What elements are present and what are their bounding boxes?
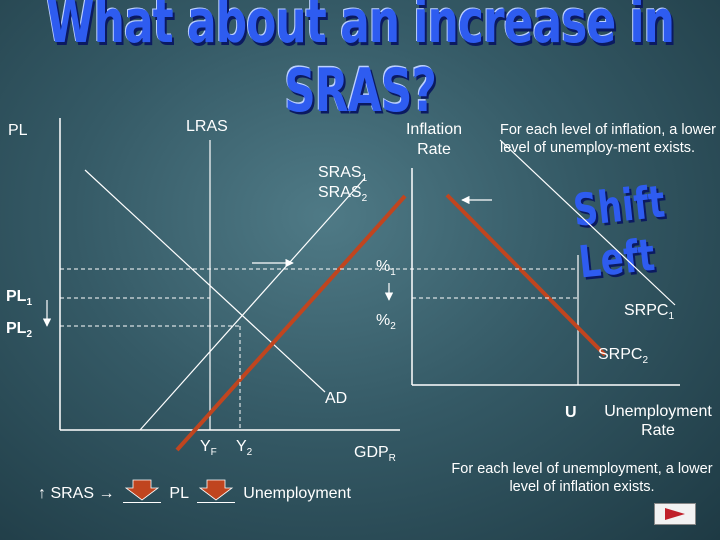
unemployment-blank [196, 479, 235, 503]
pl1-label: PL1 [6, 288, 32, 308]
pl-blank [122, 479, 161, 503]
pct1-sub: 1 [390, 267, 396, 279]
right-y-axis-label: Inflation Rate [405, 121, 463, 158]
sras1-label: SRAS1 [318, 164, 367, 184]
pct1-text: % [376, 258, 391, 275]
srpc2-text: SRPC [598, 346, 643, 363]
lras-label: LRAS [186, 118, 228, 135]
srpc2-curve [445, 193, 607, 357]
down-arrow-icon [124, 479, 160, 501]
pl1-text: PL [6, 288, 27, 305]
chain-unemployment: Unemployment [243, 485, 351, 502]
sras2-curve [175, 194, 407, 452]
up-arrow-icon: ↑ [38, 485, 46, 502]
note-top: For each level of inflation, a lower lev… [500, 122, 716, 156]
yf-label: YF [200, 438, 217, 458]
pl2-sub: 2 [26, 329, 33, 341]
right-arrow-icon: → [98, 485, 115, 502]
pl1-sub: 1 [26, 297, 33, 309]
sras1-sub: 1 [361, 173, 368, 185]
pct2-label: %2 [376, 312, 396, 332]
down-arrow-icon [198, 479, 234, 501]
yf-text: Y [200, 438, 211, 455]
left-x-axis-label: GDPR [354, 444, 396, 464]
next-arrow-icon [665, 508, 685, 520]
sras2-label: SRAS2 [318, 184, 367, 204]
ad-label: AD [325, 390, 348, 407]
y2-text: Y [236, 438, 247, 455]
u-label: U [565, 404, 577, 421]
y2-label: Y2 [236, 438, 252, 458]
pct1-label: %1 [376, 258, 396, 278]
sras2-sub: 2 [361, 193, 368, 205]
sras2-text: SRAS [318, 184, 362, 201]
srpc1-sub: 1 [668, 311, 675, 323]
yf-sub: F [210, 447, 217, 459]
right-x-axis-label: Unemployment Rate [604, 403, 712, 439]
srpc1-text: SRPC [624, 302, 669, 319]
srpc2-sub: 2 [642, 355, 649, 367]
pct2-sub: 2 [390, 321, 396, 333]
gdp-sub: R [388, 453, 396, 465]
note-bottom: For each level of unemployment, a lower … [451, 461, 713, 495]
left-y-axis-label: PL [8, 122, 28, 139]
chain-pl: PL [169, 485, 189, 502]
pct2-text: % [376, 312, 391, 329]
y2-sub: 2 [246, 447, 253, 459]
gdp-text: GDP [354, 444, 389, 461]
pl2-label: PL2 [6, 320, 32, 340]
cause-chain: ↑ SRAS → PL Unemployment [38, 479, 351, 503]
ad-curve [84, 169, 326, 393]
sras1-curve [139, 177, 366, 431]
next-slide-button[interactable] [654, 503, 696, 525]
srpc2-label: SRPC2 [598, 346, 648, 366]
pl2-text: PL [6, 320, 27, 337]
slide-title: What about an increase in SRAS? [46, 0, 675, 126]
chain-sras: SRAS [50, 485, 95, 502]
srpc1-curve [499, 139, 676, 306]
srpc1-label: SRPC1 [624, 302, 674, 322]
sras1-text: SRAS [318, 164, 362, 181]
